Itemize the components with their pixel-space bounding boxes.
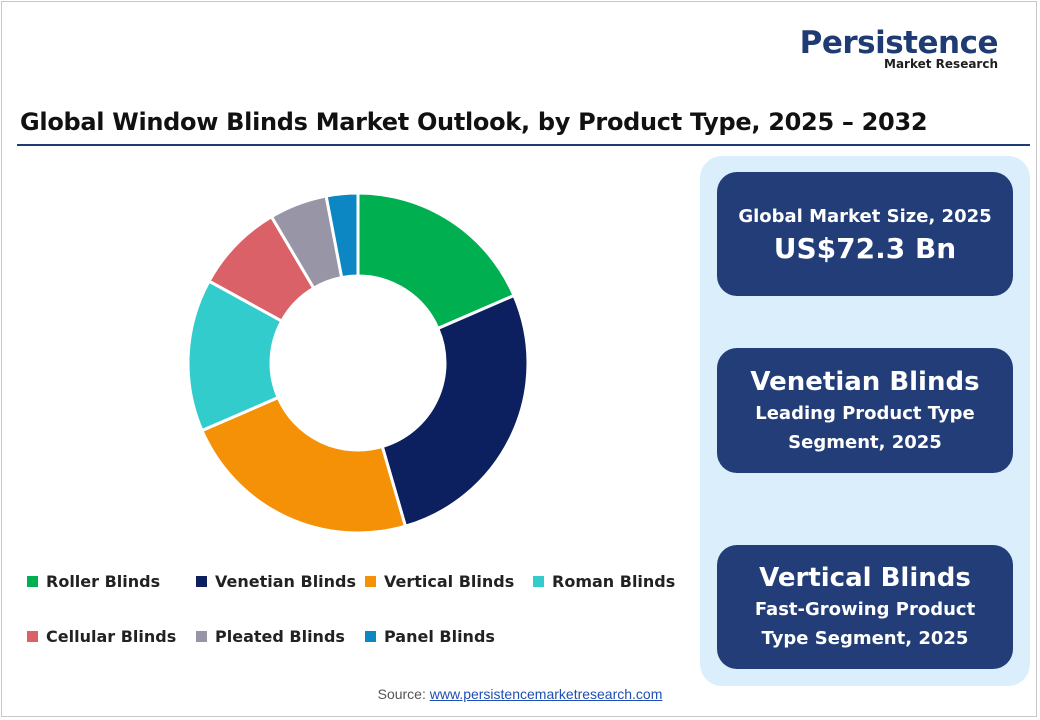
- slice-panel-blinds: [324, 191, 360, 280]
- legend-swatch: [533, 576, 544, 587]
- leading-segment-name: Venetian Blinds: [750, 366, 980, 397]
- logo-sub-text: Market Research: [884, 57, 998, 71]
- chart-title: Global Window Blinds Market Outlook, by …: [20, 108, 928, 136]
- legend-swatch: [27, 631, 38, 642]
- fast-growing-name: Vertical Blinds: [759, 563, 971, 593]
- title-divider: [17, 144, 1030, 146]
- legend-item-roman-blinds: Roman Blinds: [533, 572, 675, 591]
- slice-venetian-blinds: [380, 293, 530, 529]
- donut-chart: [186, 191, 530, 535]
- legend-item-venetian-blinds: Venetian Blinds: [196, 572, 356, 591]
- legend-label: Pleated Blinds: [215, 627, 345, 646]
- legend-swatch: [196, 576, 207, 587]
- legend-item-panel-blinds: Panel Blinds: [365, 627, 495, 646]
- fast-growing-line2: Type Segment, 2025: [761, 628, 969, 649]
- legend-label: Venetian Blinds: [215, 572, 357, 591]
- legend-item-cellular-blinds: Cellular Blinds: [27, 627, 176, 646]
- logo-main-text: Persistence: [799, 25, 999, 61]
- legend-swatch: [27, 576, 38, 587]
- source-link[interactable]: www.persistencemarketresearch.com: [429, 686, 663, 702]
- source-note: Source: www.persistencemarketresearch.co…: [0, 686, 1040, 702]
- market-size-label: Global Market Size, 2025: [738, 205, 992, 227]
- legend-label: Roller Blinds: [46, 572, 161, 591]
- legend-item-vertical-blinds: Vertical Blinds: [365, 572, 514, 591]
- leading-segment-card: Venetian Blinds Leading Product Type Seg…: [717, 348, 1013, 473]
- logo: Persistence Market Research: [799, 25, 999, 71]
- legend-label: Cellular Blinds: [46, 627, 177, 646]
- leading-segment-line2: Segment, 2025: [788, 431, 942, 453]
- legend-label: Vertical Blinds: [384, 572, 515, 591]
- legend-swatch: [196, 631, 207, 642]
- legend-swatch: [365, 576, 376, 587]
- legend-label: Roman Blinds: [552, 572, 676, 591]
- source-label: Source:: [377, 686, 430, 702]
- slice-vertical-blinds: [200, 395, 408, 535]
- leading-segment-line1: Leading Product Type: [755, 402, 975, 424]
- legend-item-roller-blinds: Roller Blinds: [27, 572, 160, 591]
- fast-growing-line1: Fast-Growing Product: [754, 599, 976, 620]
- slice-roller-blinds: [356, 191, 516, 331]
- legend-label: Panel Blinds: [384, 627, 495, 646]
- market-size-card: Global Market Size, 2025 US$72.3 Bn: [717, 172, 1013, 296]
- legend-swatch: [365, 631, 376, 642]
- legend-item-pleated-blinds: Pleated Blinds: [196, 627, 345, 646]
- fast-growing-card: Vertical Blinds Fast-Growing Product Typ…: [717, 545, 1013, 669]
- market-size-value: US$72.3 Bn: [773, 231, 957, 265]
